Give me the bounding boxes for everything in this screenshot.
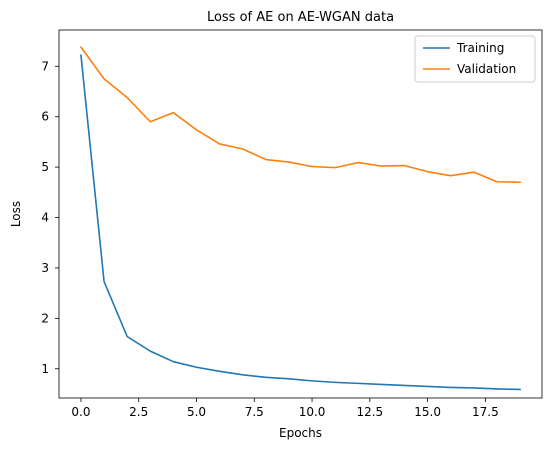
y-tick-label: 2 [41, 311, 49, 325]
y-tick-label: 3 [41, 261, 49, 275]
x-tick-label: 15.0 [414, 405, 441, 419]
x-tick-label: 5.0 [187, 405, 206, 419]
chart-title: Loss of AE on AE-WGAN data [207, 10, 394, 25]
x-axis: 0.0 2.5 5.0 7.5 10.0 12.5 15.0 17.5 [71, 398, 499, 419]
y-tick-label: 6 [41, 110, 49, 124]
legend-label-validation: Validation [457, 62, 516, 76]
y-tick-label: 4 [41, 211, 49, 225]
y-axis-label: Loss [9, 201, 23, 227]
x-tick-label: 10.0 [299, 405, 326, 419]
plot-area [79, 46, 521, 391]
y-tick-label: 7 [41, 59, 49, 73]
series-line-validation [79, 46, 521, 184]
y-tick-label: 5 [41, 160, 49, 174]
x-tick-label: 17.5 [472, 405, 499, 419]
x-tick-label: 7.5 [245, 405, 264, 419]
legend: Training Validation [414, 35, 536, 83]
y-tick-label: 1 [41, 362, 49, 376]
x-tick-label: 0.0 [71, 405, 90, 419]
legend-label-training: Training [456, 41, 504, 55]
series-line-training [80, 54, 521, 391]
x-axis-label: Epochs [279, 426, 322, 440]
x-tick-label: 2.5 [129, 405, 148, 419]
y-axis: 1 2 3 4 5 6 7 [41, 59, 59, 376]
x-tick-label: 12.5 [356, 405, 383, 419]
plot-frame [58, 29, 543, 399]
